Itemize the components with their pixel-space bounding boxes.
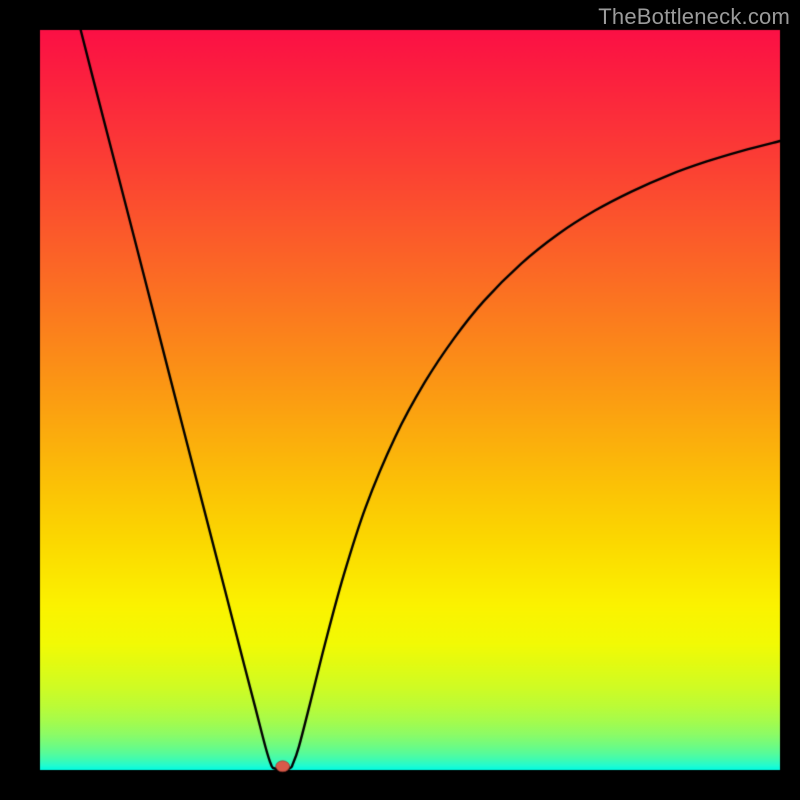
watermark-text: TheBottleneck.com: [598, 4, 790, 30]
chart-stage: TheBottleneck.com: [0, 0, 800, 800]
bottleneck-chart-canvas: [0, 0, 800, 800]
